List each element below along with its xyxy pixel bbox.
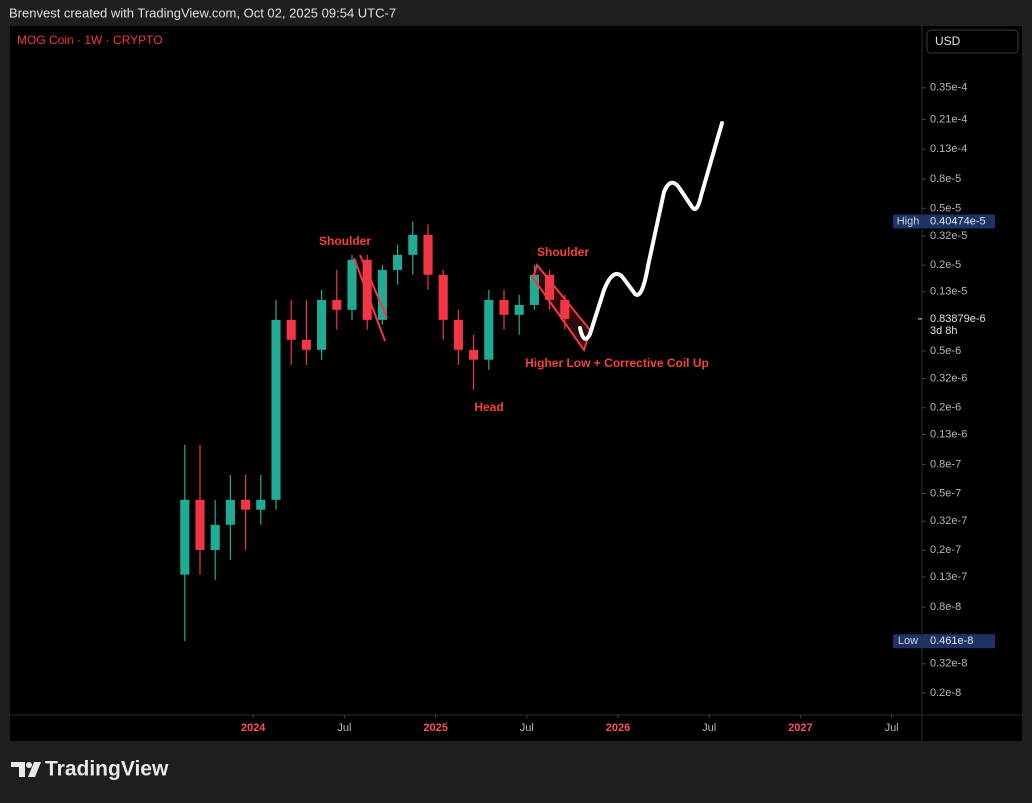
candle-body [301, 339, 311, 350]
y-tick-label: 0.32e-8 [930, 658, 967, 670]
logo-icon [11, 762, 41, 777]
candle-body [469, 349, 479, 360]
candle-body [438, 274, 448, 320]
marker-tag [893, 214, 923, 229]
candle-body [286, 319, 296, 340]
y-tick-label: 0.2e-7 [930, 544, 961, 556]
y-tick-label: 0.5e-5 [930, 202, 961, 214]
y-tick-label: 0.2e-5 [930, 259, 961, 271]
x-tick-label: Jul [520, 722, 534, 734]
currency-box[interactable] [926, 29, 1019, 54]
candle-body [225, 499, 235, 525]
candle-body [362, 259, 372, 320]
candle-body [514, 305, 524, 315]
header: Brenvest created with TradingView.com, O… [9, 5, 396, 20]
x-tick-label: 2027 [788, 722, 812, 734]
annotation: Higher Low + Corrective Coil Up [525, 356, 709, 370]
y-tick-label: 0.8e-8 [930, 601, 961, 613]
y-tick-label: 0.8e-5 [930, 173, 961, 185]
candle-body [377, 269, 387, 320]
plot: 0.35e-4 0.21e-4 0.13e-4 0.8e-5 0.5e-5 0.32e-5… [180, 82, 995, 734]
annotation: Head [474, 400, 503, 414]
x-tick-label: Jul [885, 722, 899, 734]
drawings [353, 121, 724, 353]
x-tick-label: Jul [337, 722, 351, 734]
y-tick-label: 0.13e-6 [930, 428, 967, 440]
candle-body [317, 299, 327, 350]
channel-line [359, 254, 388, 319]
annotation: Shoulder [537, 245, 589, 259]
y-tick-label: 0.13e-5 [930, 286, 967, 298]
annotation: Shoulder [319, 234, 371, 248]
last-price: 0.83879e-6 [930, 313, 986, 325]
candle-body [241, 499, 251, 510]
candle-body [545, 274, 555, 300]
y-tick-label: 0.5e-6 [930, 345, 961, 357]
candle-body [484, 299, 494, 360]
y-tick-label: 0.2e-8 [930, 687, 961, 699]
candle-body [499, 299, 509, 315]
marker-value: 0.461e-8 [930, 635, 973, 647]
candle-body [256, 499, 266, 510]
projection-path [578, 121, 724, 341]
candle-body [560, 299, 570, 319]
y-tick-label: 0.2e-6 [930, 402, 961, 414]
channel [531, 262, 592, 353]
currency[interactable]: USD [935, 34, 961, 48]
tv-logo [11, 762, 41, 777]
logo-dot [26, 762, 32, 768]
y-tick-label: 0.5e-7 [930, 487, 961, 499]
candle-body [271, 319, 281, 500]
candle-body [393, 254, 403, 270]
candle-body [453, 319, 463, 350]
candle-body [347, 259, 357, 310]
marker-value-box [923, 214, 995, 229]
y-tick-label: 0.13e-7 [930, 571, 967, 583]
marker-value: 0.40474e-5 [930, 215, 986, 227]
candle-body [408, 234, 418, 255]
y-tick-label: 0.35e-4 [930, 82, 967, 94]
y-tick-label: 0.13e-4 [930, 143, 967, 155]
countdown: 3d 8h [930, 325, 958, 337]
marker-name: High [897, 215, 920, 227]
marker-name: Low [898, 635, 918, 647]
y-tick-label: 0.8e-7 [930, 458, 961, 470]
marker-value-box [923, 634, 995, 649]
y-tick-label: 0.32e-5 [930, 230, 967, 242]
y-tick-label: 0.21e-4 [930, 113, 967, 125]
chart-panel [10, 26, 1022, 741]
y-tick-label: 0.32e-6 [930, 373, 967, 385]
candle-body [423, 234, 433, 275]
x-tick-label: 2025 [423, 722, 447, 734]
candle-body [529, 274, 539, 306]
x-tick-label: Jul [702, 722, 716, 734]
x-tick-label: 2026 [606, 722, 630, 734]
candle-body [210, 524, 220, 550]
x-tick-label: 2024 [241, 722, 266, 734]
channel-line [353, 257, 386, 342]
chart-title: MOG Coin · 1W · CRYPTO [17, 33, 163, 47]
candle-body [195, 499, 205, 550]
footer-brand: TradingView [45, 758, 169, 781]
candle-body [332, 299, 342, 310]
y-tick-label: 0.32e-7 [930, 515, 967, 527]
candle-body [180, 499, 190, 575]
marker-tag [893, 634, 923, 649]
